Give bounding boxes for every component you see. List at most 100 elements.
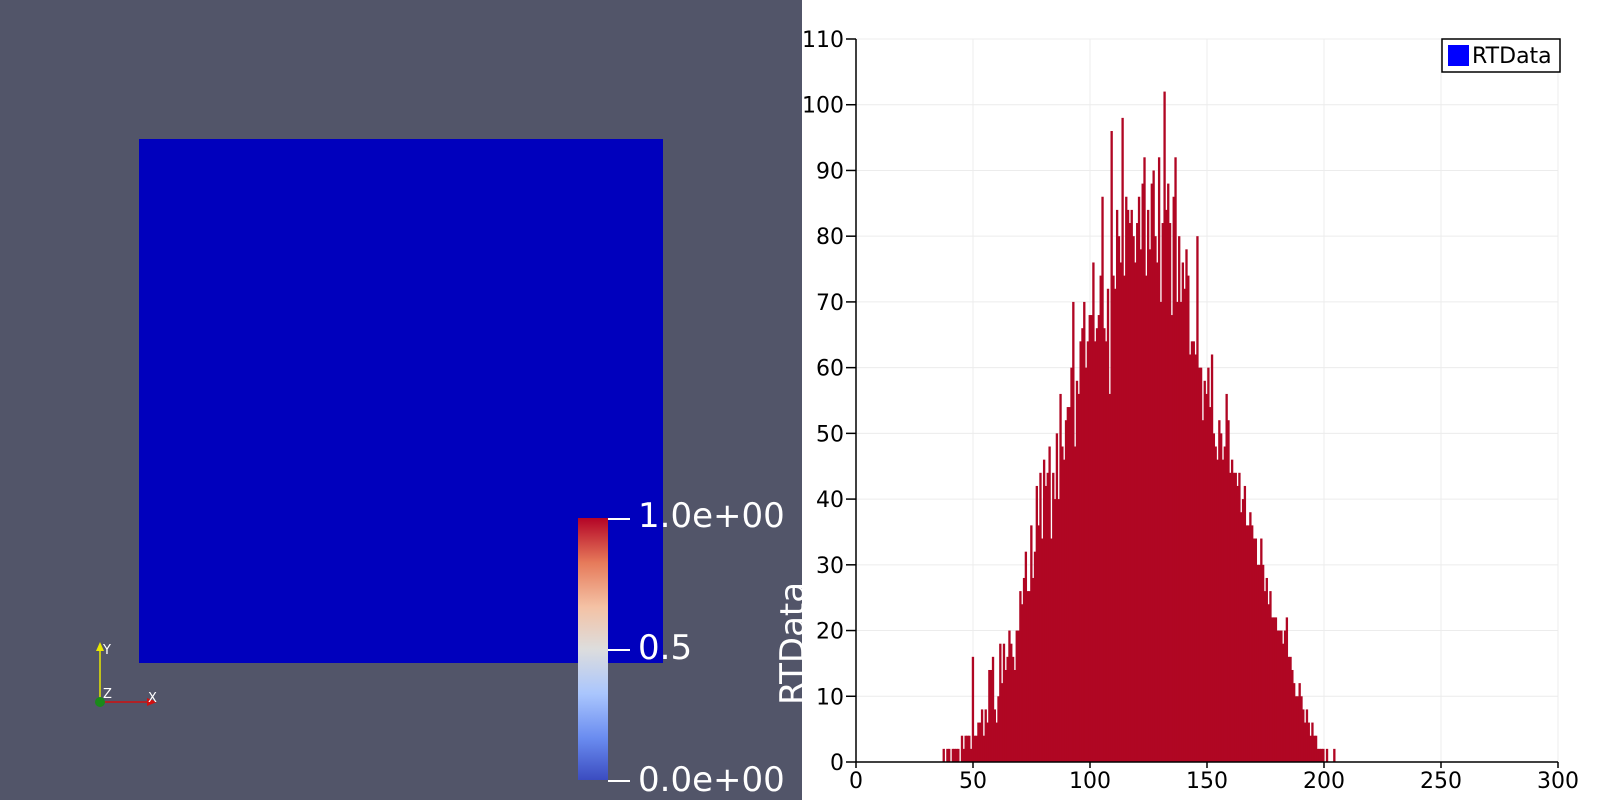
histogram-bar	[1079, 341, 1082, 762]
histogram-bar	[1066, 407, 1070, 762]
histogram-bar	[1185, 249, 1188, 762]
histogram-bar	[1172, 196, 1175, 762]
histogram-bar	[977, 722, 980, 762]
histogram-bar	[1274, 617, 1278, 762]
histogram-bar	[1170, 315, 1174, 762]
histogram-bar	[1325, 748, 1329, 762]
chart-axes	[846, 38, 1559, 768]
histogram-bar	[1298, 683, 1301, 762]
histogram-bar	[1223, 446, 1226, 762]
y-tick-label: 30	[816, 554, 844, 579]
histogram-bar	[1050, 538, 1053, 762]
histogram-bar	[1183, 288, 1186, 762]
color-legend-mid-label: 0.5	[638, 628, 693, 668]
histogram-view[interactable]: 0 50 100 150 200 250 300 0 10 20 30 40 50 60 70 80 90 10…	[802, 0, 1600, 800]
histogram-bar	[975, 735, 978, 762]
histogram-bar	[946, 748, 949, 762]
histogram-bar	[1159, 301, 1163, 762]
histogram-bar	[979, 722, 982, 762]
histogram-bar	[1048, 446, 1051, 762]
histogram-bar	[1042, 459, 1046, 762]
y-tick-label: 100	[802, 94, 844, 119]
histogram-chart[interactable]: 0 50 100 150 200 250 300 0 10 20 30 40 50 60 70 80 90 10…	[802, 0, 1600, 800]
histogram-bar	[1256, 564, 1259, 762]
histogram-bar	[1296, 696, 1299, 762]
histogram-bar	[1254, 538, 1258, 762]
chart-legend[interactable]: RTData	[1441, 38, 1561, 73]
histogram-bar	[1238, 472, 1241, 762]
histogram-bar	[957, 748, 960, 762]
histogram-bar	[1251, 525, 1254, 762]
histogram-bar	[1263, 591, 1267, 762]
histogram-bar	[1052, 472, 1055, 762]
histogram-bar	[1249, 512, 1252, 762]
histogram-bar	[1316, 748, 1320, 762]
histogram-bar	[1190, 341, 1194, 762]
histogram-bar	[1063, 459, 1066, 762]
histogram-bar	[1283, 630, 1287, 762]
z-axis-dot-icon	[95, 697, 105, 707]
histogram-bar	[1041, 538, 1044, 762]
histogram-bar	[1055, 433, 1059, 762]
histogram-bar	[1181, 262, 1185, 762]
histogram-bar	[1300, 696, 1303, 762]
histogram-bar	[1132, 236, 1135, 762]
color-legend-tick-mid	[608, 649, 630, 651]
histogram-bar	[997, 696, 1000, 762]
histogram-bar	[1271, 617, 1274, 762]
histogram-bar	[1108, 393, 1111, 762]
rendered-surface[interactable]	[139, 139, 663, 663]
histogram-bar	[1059, 393, 1062, 762]
histogram-bar	[999, 643, 1002, 762]
histogram-bar	[1282, 643, 1285, 762]
histogram-bar	[1137, 196, 1141, 762]
histogram-bar	[1302, 709, 1305, 762]
histogram-bar	[1010, 643, 1013, 762]
histogram-bar	[988, 669, 991, 762]
histogram-bar	[986, 722, 989, 762]
histogram-bar	[1075, 380, 1079, 762]
histogram-bar	[973, 735, 976, 762]
histogram-bar	[982, 735, 986, 762]
histogram-bar	[1265, 577, 1268, 762]
histogram-bar	[1028, 591, 1031, 762]
histogram-bar	[1291, 669, 1294, 762]
histogram-bar	[1002, 643, 1006, 762]
histogram-bar	[960, 735, 964, 762]
histogram-bar	[1232, 472, 1236, 762]
histogram-bar	[1086, 341, 1090, 762]
histogram-bar	[1039, 472, 1042, 762]
histogram-bar	[1017, 630, 1020, 762]
histogram-bar	[955, 748, 958, 762]
histogram-bar	[1083, 301, 1086, 762]
histogram-bar	[1044, 485, 1048, 762]
histogram-bar	[990, 669, 993, 762]
histogram-bar	[1073, 446, 1077, 762]
histogram-bar	[1053, 499, 1057, 762]
y-tick-label: 70	[816, 291, 844, 316]
histogram-bar	[1305, 709, 1309, 762]
render-view[interactable]: 1.0e+00 0.5 0.0e+00 RTData Y X Z	[0, 0, 813, 800]
histogram-bar	[1280, 630, 1283, 762]
histogram-bar	[1092, 262, 1095, 762]
histogram-bar	[1136, 223, 1139, 762]
histogram-bar	[1105, 341, 1108, 762]
histogram-bar	[1106, 288, 1110, 762]
histogram-bar	[1019, 591, 1022, 762]
histogram-bar	[971, 656, 975, 762]
y-tick-label: 50	[816, 422, 844, 447]
histogram-bar	[969, 748, 973, 762]
legend-swatch	[1448, 45, 1469, 66]
histogram-bar	[1021, 604, 1024, 762]
y-tick-label: 110	[802, 28, 844, 53]
histogram-bar	[1030, 525, 1033, 762]
histogram-bar	[1261, 564, 1265, 762]
histogram-bar	[942, 748, 945, 762]
histogram-bar	[1218, 420, 1221, 762]
histogram-bar	[1037, 525, 1040, 762]
color-legend-min-label: 0.0e+00	[638, 760, 785, 800]
histogram-bar	[1252, 538, 1256, 762]
y-tick-labels: 0 10 20 30 40 50 60 70 80 90 100 110	[802, 28, 844, 776]
histogram-bar	[1145, 275, 1148, 762]
histogram-bar	[1090, 315, 1093, 762]
